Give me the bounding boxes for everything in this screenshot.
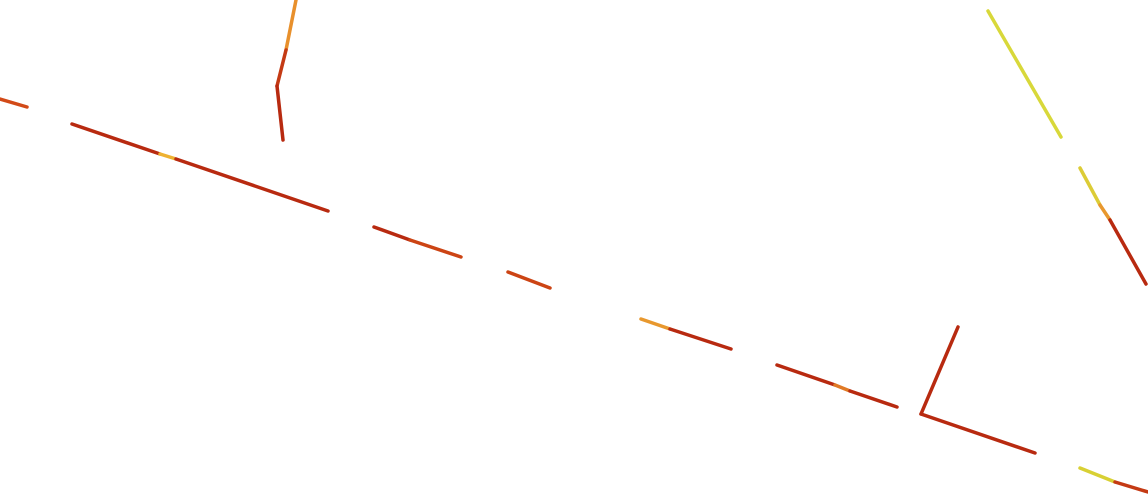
road-segment — [1078, 166, 1102, 207]
road-segment — [0, 97, 29, 109]
road-segment — [848, 389, 899, 409]
road-segment — [372, 225, 412, 242]
road-segment — [668, 327, 733, 351]
road-segment — [1078, 466, 1117, 484]
road-segment — [1113, 480, 1148, 494]
road-segment — [408, 238, 463, 259]
road-segment — [919, 412, 1037, 455]
road-segment — [174, 157, 330, 213]
road-segment — [833, 383, 852, 393]
road-segment — [275, 84, 285, 142]
road-segment — [275, 48, 288, 88]
road-segment — [639, 317, 672, 331]
road-segment — [919, 325, 960, 416]
road-segment — [284, 0, 298, 52]
road-segment — [70, 122, 162, 156]
road-segment — [1108, 218, 1148, 286]
road-segment — [506, 270, 552, 290]
road-segment — [1098, 203, 1112, 222]
road-segment — [775, 363, 837, 387]
road-segment — [158, 152, 178, 161]
road-segment — [986, 9, 1063, 139]
